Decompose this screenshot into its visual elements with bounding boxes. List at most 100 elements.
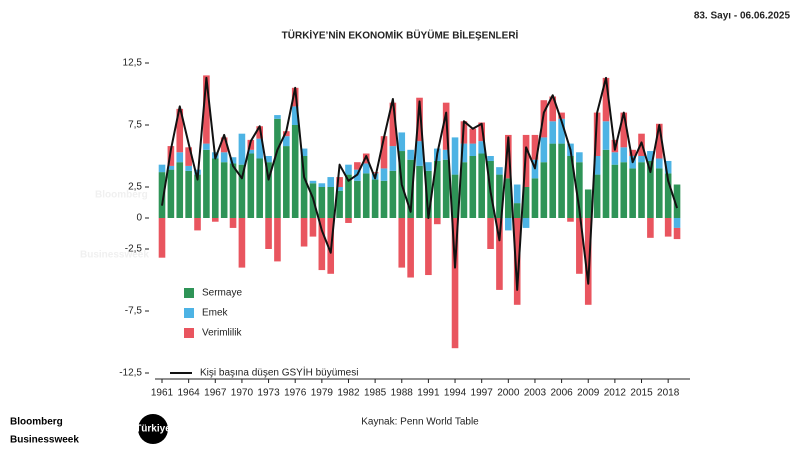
bar: [291, 106, 299, 125]
bar: [558, 118, 565, 144]
x-tick-label: 2015: [630, 388, 653, 399]
chart-title: TÜRKİYE’NİN EKONOMİK BÜYÜME BİLEŞENLERİ: [282, 29, 519, 42]
bar: [522, 187, 530, 218]
bar: [602, 121, 610, 150]
bar: [238, 133, 246, 165]
bar: [389, 146, 397, 171]
bar: [380, 180, 388, 218]
bar: [318, 183, 326, 187]
bar: [291, 125, 299, 218]
bar: [584, 218, 592, 305]
bar: [460, 143, 468, 163]
bar: [531, 134, 539, 160]
bar: [407, 159, 414, 218]
bar: [460, 162, 468, 218]
bar: [576, 162, 583, 218]
bar: [478, 141, 485, 154]
y-tick-label: 0: [136, 213, 142, 224]
bar: [336, 177, 343, 187]
bar: [176, 162, 184, 218]
bar: [584, 189, 592, 218]
bar: [505, 134, 512, 179]
bar: [620, 162, 628, 218]
bar: [549, 143, 557, 218]
bar: [371, 179, 379, 218]
bar: [158, 218, 166, 258]
bar: [274, 218, 281, 262]
y-tick-label: -2,5: [125, 244, 143, 255]
bar: [362, 163, 370, 174]
bar: [433, 160, 441, 218]
bar: [496, 218, 503, 290]
bar: [371, 172, 379, 174]
bar: [194, 174, 201, 218]
bar: [318, 187, 326, 218]
bar: [647, 151, 654, 161]
bar: [673, 218, 681, 228]
bar: [593, 174, 601, 218]
bar: [593, 112, 601, 156]
y-tick-label: 7,5: [128, 120, 142, 131]
bar: [176, 152, 184, 163]
bar: [327, 177, 335, 187]
source: Kaynak: Penn World Table: [361, 417, 479, 428]
bar: [274, 118, 281, 218]
y-tick-label: 12,5: [123, 58, 143, 69]
bar: [593, 156, 601, 175]
bar: [425, 170, 432, 218]
x-tick-label: 2009: [577, 388, 600, 399]
bar: [505, 178, 512, 218]
bar: [638, 156, 645, 163]
bar: [647, 160, 654, 218]
bar: [229, 218, 237, 228]
bar: [549, 96, 557, 122]
bar: [655, 123, 663, 159]
bar: [167, 169, 175, 218]
bar: [496, 174, 503, 218]
badge-label: Türkiye: [135, 424, 171, 435]
bar: [567, 156, 574, 218]
bar: [549, 121, 557, 144]
x-tick-label: 2000: [497, 388, 520, 399]
bar: [407, 218, 414, 278]
bar: [203, 75, 210, 144]
x-tick-label: 1976: [284, 388, 307, 399]
bar: [389, 102, 397, 147]
x-tick-label: 1985: [364, 388, 387, 399]
x-tick-label: 1964: [178, 388, 201, 399]
bar: [265, 218, 272, 249]
bar: [229, 163, 237, 218]
bar: [576, 218, 583, 274]
bar: [655, 158, 663, 169]
legend-label: Sermaye: [202, 288, 242, 299]
bar: [354, 180, 361, 218]
bar: [185, 165, 192, 171]
bar: [318, 218, 326, 271]
line: [161, 76, 678, 291]
bar: [283, 136, 290, 147]
bar: [558, 143, 565, 218]
bar: [389, 170, 397, 218]
bar: [398, 132, 406, 152]
bar: [309, 218, 317, 237]
bar: [247, 153, 255, 218]
bar: [283, 146, 290, 218]
bar: [158, 172, 166, 218]
x-tick-label: 1982: [337, 388, 360, 399]
bar: [442, 159, 450, 218]
bar: [220, 162, 228, 218]
bar: [540, 162, 548, 218]
issue: 83. Sayı - 06.06.2025: [694, 11, 791, 22]
bar: [256, 158, 263, 218]
bar: [487, 156, 494, 161]
bar: [620, 112, 628, 148]
bar: [451, 174, 459, 218]
bar: [300, 156, 308, 218]
bar: [487, 218, 494, 249]
x-tick-label: 2012: [604, 388, 627, 399]
x-tick-label: 1988: [391, 388, 414, 399]
bar: [611, 164, 619, 218]
y-tick-label: -12,5: [119, 368, 142, 379]
legend-label: Verimlilik: [202, 328, 242, 339]
bar: [407, 149, 414, 160]
